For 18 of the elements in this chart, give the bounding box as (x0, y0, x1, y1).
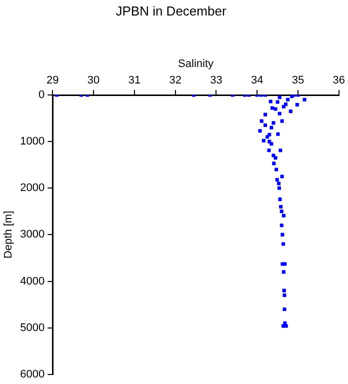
x-tick-label: 32 (169, 74, 182, 86)
x-tick-label: 33 (210, 74, 222, 86)
chart-title: JPBN in December (116, 3, 227, 18)
y-tick-label: 2000 (20, 182, 45, 194)
y-tick-label: 5000 (20, 322, 45, 334)
y-tick-label: 6000 (20, 368, 45, 380)
x-tick-label: 31 (128, 74, 141, 86)
y-tick-label: 4000 (20, 275, 45, 288)
y-axis-title: Depth [m] (2, 210, 15, 259)
x-tick-label: 35 (292, 74, 304, 86)
x-tick-label: 34 (250, 74, 264, 86)
y-tick-label: 3000 (20, 228, 45, 241)
x-tick-label: 30 (87, 74, 100, 86)
y-tick-label: 1000 (20, 136, 45, 148)
x-tick-label: 36 (332, 74, 346, 86)
x-tick-label: 29 (46, 74, 59, 86)
y-tick-label: 0 (38, 89, 45, 102)
x-axis-title: Salinity (178, 58, 214, 70)
